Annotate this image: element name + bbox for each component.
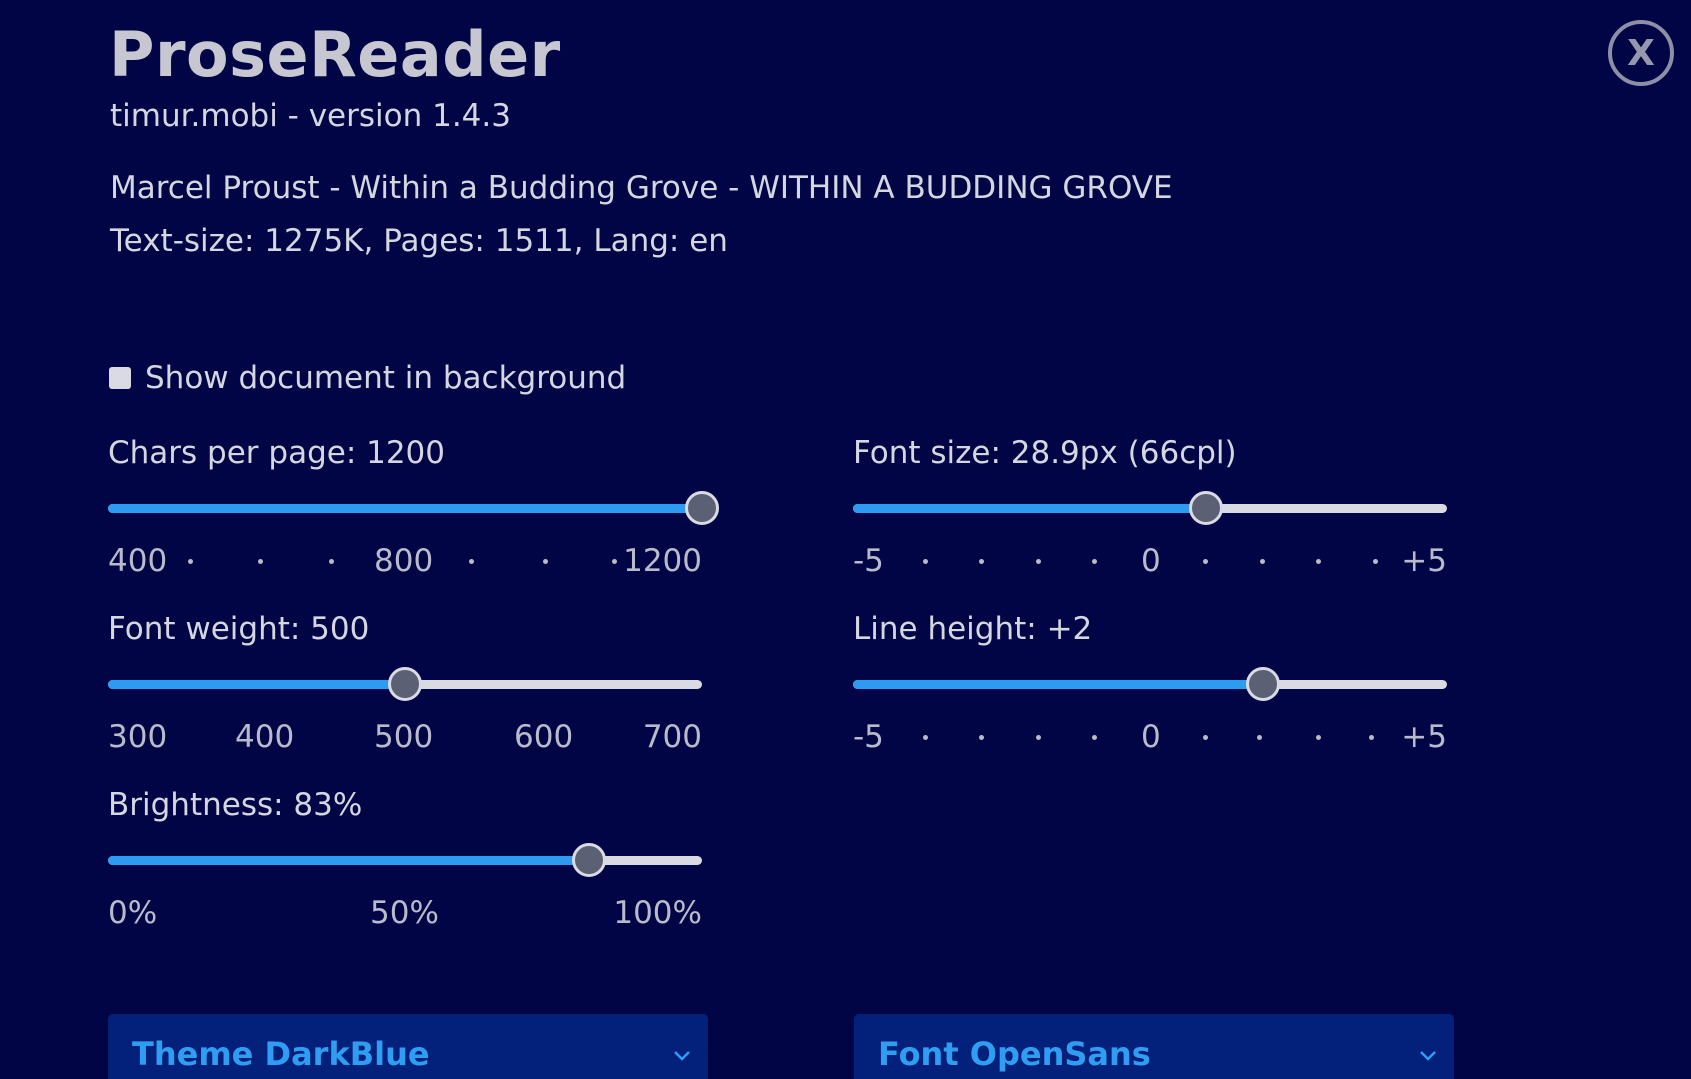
tick-label: 300 (108, 719, 168, 755)
font-weight-slider-group: Font weight: 500 300 400 500 600 700 (108, 609, 702, 759)
line-height-thumb[interactable] (1245, 667, 1280, 701)
font-weight-ticks: 300 400 500 600 700 (108, 717, 702, 757)
tick-label: 50% (370, 895, 439, 931)
chevron-down-icon (662, 1036, 702, 1076)
show-background-label: Show document in background (145, 360, 627, 396)
tick-dot (1316, 735, 1321, 740)
line-height-track[interactable] (853, 680, 1447, 689)
chars-per-page-fill (108, 504, 702, 513)
tick-dot (469, 559, 474, 564)
tick-dot (1203, 559, 1208, 564)
tick-dot (543, 559, 548, 564)
chars-per-page-label: Chars per page: 1200 (108, 435, 446, 471)
tick-dot (923, 559, 928, 564)
brightness-thumb[interactable] (572, 843, 607, 877)
tick-label: +5 (1401, 543, 1447, 579)
line-height-ticks: -5 0 +5 (853, 717, 1447, 757)
font-weight-fill (108, 680, 405, 689)
font-dropdown[interactable]: Font OpenSans (854, 1014, 1454, 1079)
theme-dropdown-label: Theme DarkBlue (132, 1035, 430, 1073)
font-size-fill (853, 504, 1207, 513)
tick-dot (1203, 735, 1208, 740)
tick-dot (612, 559, 617, 564)
close-button[interactable]: X (1608, 20, 1674, 86)
tick-dot (979, 559, 984, 564)
tick-dot (1369, 735, 1374, 740)
show-background-option[interactable]: Show document in background (109, 358, 626, 398)
font-size-ticks: -5 0 +5 (853, 541, 1447, 581)
font-dropdown-label: Font OpenSans (878, 1035, 1151, 1073)
tick-dot (188, 559, 193, 564)
tick-label: 0 (1141, 719, 1161, 755)
tick-dot (329, 559, 334, 564)
tick-dot (1257, 735, 1262, 740)
font-weight-thumb[interactable] (388, 667, 422, 701)
tick-dot (979, 735, 984, 740)
theme-dropdown[interactable]: Theme DarkBlue (108, 1014, 708, 1079)
tick-dot (1316, 559, 1321, 564)
brightness-track[interactable] (108, 856, 702, 865)
brightness-ticks: 0% 50% 100% (108, 893, 702, 933)
brightness-fill (108, 856, 590, 865)
font-weight-label: Font weight: 500 (108, 611, 370, 647)
line-height-label: Line height: +2 (853, 611, 1093, 647)
font-size-thumb[interactable] (1189, 491, 1224, 525)
tick-label: -5 (853, 719, 884, 755)
tick-label: 1200 (623, 543, 702, 579)
tick-dot (1092, 735, 1097, 740)
tick-label: 400 (108, 543, 168, 579)
font-size-track[interactable] (853, 504, 1447, 513)
tick-label: 700 (642, 719, 702, 755)
tick-dot (1092, 559, 1097, 564)
tick-label: 0 (1141, 543, 1161, 579)
close-icon: X (1627, 32, 1655, 74)
tick-dot (258, 559, 263, 564)
line-height-slider-group: Line height: +2 -5 0 +5 (853, 609, 1447, 759)
tick-label: 400 (235, 719, 295, 755)
tick-label: 0% (108, 895, 158, 931)
tick-label: -5 (853, 543, 884, 579)
app-title: ProseReader (109, 18, 561, 91)
brightness-slider-group: Brightness: 83% 0% 50% 100% (108, 785, 702, 935)
line-height-fill (853, 680, 1263, 689)
brightness-label: Brightness: 83% (108, 787, 363, 823)
book-stats: Text-size: 1275K, Pages: 1511, Lang: en (110, 223, 728, 259)
font-size-label: Font size: 28.9px (66cpl) (853, 435, 1237, 471)
tick-label: 100% (613, 895, 702, 931)
chars-per-page-track[interactable] (108, 504, 702, 513)
chars-per-page-slider-group: Chars per page: 1200 400 800 1200 (108, 433, 719, 583)
font-size-slider-group: Font size: 28.9px (66cpl) -5 0 +5 (853, 433, 1447, 583)
tick-label: 500 (374, 719, 434, 755)
chevron-down-icon (1408, 1036, 1448, 1076)
tick-dot (923, 735, 928, 740)
tick-dot (1036, 735, 1041, 740)
app-version: timur.mobi - version 1.4.3 (110, 98, 511, 134)
tick-label: +5 (1401, 719, 1447, 755)
tick-label: 800 (374, 543, 434, 579)
chars-per-page-ticks: 400 800 1200 (108, 541, 702, 581)
tick-dot (1260, 559, 1265, 564)
tick-dot (1036, 559, 1041, 564)
chars-per-page-thumb[interactable] (685, 491, 719, 525)
tick-dot (1373, 559, 1378, 564)
show-background-checkbox[interactable] (109, 367, 131, 389)
tick-label: 600 (514, 719, 574, 755)
book-title: Marcel Proust - Within a Budding Grove -… (110, 170, 1173, 206)
